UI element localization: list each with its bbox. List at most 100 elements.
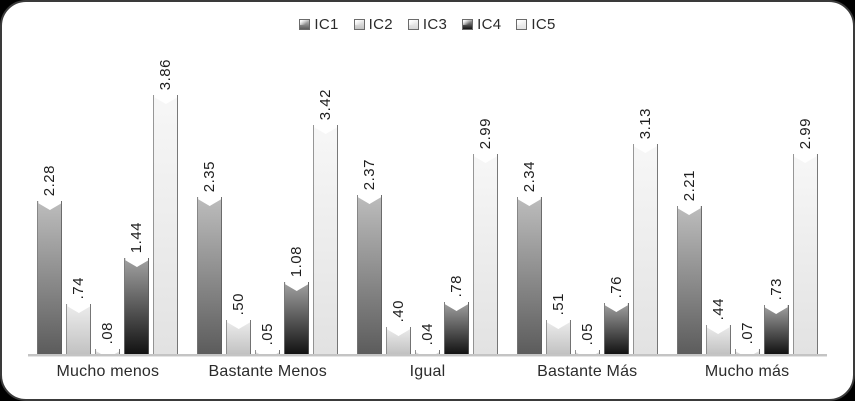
bar-group: 2.21 .44 .07 .73 2.99 bbox=[671, 118, 823, 354]
bar-item-ic3: .07 bbox=[734, 321, 760, 354]
legend-item-ic3: IC3 bbox=[407, 15, 448, 33]
bar-value-label: .07 bbox=[738, 321, 756, 344]
bar-item-ic4: 1.44 bbox=[124, 221, 150, 354]
bar-group: 2.35 .50 .05 1.08 3.42 bbox=[192, 89, 344, 354]
bar-ic1 bbox=[356, 195, 382, 354]
bar-value-label: 2.34 bbox=[520, 160, 538, 192]
category-label: Igual bbox=[409, 363, 446, 380]
bar-group: 2.37 .40 .04 .78 2.99 bbox=[351, 118, 503, 354]
bar-ic1 bbox=[516, 197, 542, 354]
bar-item-ic2: .50 bbox=[226, 292, 252, 354]
bar-item-ic4: .76 bbox=[603, 275, 629, 354]
bar-ic2 bbox=[545, 320, 571, 354]
bar-item-ic5: 2.99 bbox=[472, 117, 498, 354]
bar-item-ic5: 3.86 bbox=[153, 58, 179, 354]
bar-value-label: .05 bbox=[259, 322, 277, 345]
bar-value-label: .04 bbox=[418, 322, 436, 345]
bar-value-label: .08 bbox=[99, 321, 117, 344]
bar-value-label: .73 bbox=[767, 277, 785, 300]
bar-item-ic2: .44 bbox=[705, 297, 731, 354]
bar-ic5 bbox=[632, 144, 658, 354]
legend-item-ic2: IC2 bbox=[353, 15, 393, 33]
bar-item-ic2: .74 bbox=[66, 276, 92, 354]
bar-ic3 bbox=[255, 350, 281, 354]
bar-value-label: 2.99 bbox=[476, 117, 494, 149]
bar-value-label: .74 bbox=[70, 276, 88, 299]
bar-item-ic1: 2.28 bbox=[37, 164, 63, 354]
bar-value-label: .44 bbox=[709, 297, 727, 320]
category-label: Bastante Más bbox=[537, 363, 638, 380]
bar-value-label: 2.28 bbox=[41, 164, 59, 196]
bar-item-ic5: 3.13 bbox=[632, 107, 658, 354]
legend-item-ic4: IC4 bbox=[462, 16, 501, 33]
bar-value-label: .78 bbox=[447, 274, 465, 297]
bar-ic2 bbox=[226, 320, 252, 354]
bar-item-ic1: 2.37 bbox=[356, 159, 382, 354]
legend-item-label: IC1 bbox=[314, 15, 339, 33]
bar-value-label: 1.44 bbox=[128, 221, 146, 253]
bar-value-label: 3.42 bbox=[317, 88, 335, 120]
legend-item-ic1: IC1 bbox=[299, 16, 338, 33]
bar-value-label: 2.21 bbox=[680, 169, 698, 201]
legend-item-ic5: IC5 bbox=[516, 16, 555, 33]
bar-value-label: .76 bbox=[607, 275, 625, 298]
bar-value-label: .50 bbox=[230, 292, 248, 315]
bar-item-ic2: .51 bbox=[545, 292, 571, 354]
bar-ic3 bbox=[414, 350, 440, 354]
category-label: Bastante Menos bbox=[208, 363, 327, 380]
legend-marker-icon bbox=[462, 18, 474, 30]
bar-value-label: 1.08 bbox=[288, 245, 306, 277]
bar-item-ic1: 2.34 bbox=[516, 160, 542, 354]
bar-item-ic2: .40 bbox=[385, 299, 411, 354]
bar-ic1 bbox=[37, 201, 63, 354]
bar-item-ic1: 2.35 bbox=[197, 160, 223, 354]
legend-item-label: IC2 bbox=[368, 15, 393, 33]
bar-value-label: .05 bbox=[578, 322, 596, 345]
bar-groups: 2.28 .74 .08 1.44 3.86 2.35 .50 .05 1.08 3.42 2.37… bbox=[28, 36, 827, 354]
bar-ic5 bbox=[313, 125, 339, 354]
bar-item-ic3: .08 bbox=[95, 321, 121, 354]
legend-item-label: IC5 bbox=[531, 15, 556, 33]
bar-ic2 bbox=[66, 304, 92, 354]
chart-legend: IC1 IC2 IC3 IC4 IC5 bbox=[2, 2, 853, 34]
bar-ic5 bbox=[472, 154, 498, 354]
bar-group: 2.34 .51 .05 .76 3.13 bbox=[511, 108, 663, 354]
bar-ic5 bbox=[153, 95, 179, 354]
bar-item-ic4: .73 bbox=[763, 277, 789, 354]
bar-ic4 bbox=[603, 303, 629, 354]
bar-item-ic3: .04 bbox=[414, 322, 440, 354]
legend-marker-icon bbox=[299, 18, 311, 30]
bar-ic3 bbox=[574, 350, 600, 354]
bar-value-label: .51 bbox=[549, 292, 567, 315]
bar-value-label: 2.35 bbox=[201, 160, 219, 192]
bar-value-label: 2.99 bbox=[796, 117, 814, 149]
bar-chart: 2.28 .74 .08 1.44 3.86 2.35 .50 .05 1.08 3.42 2.37… bbox=[2, 36, 853, 381]
category-label: Mucho más bbox=[704, 363, 790, 380]
bar-item-ic3: .05 bbox=[255, 322, 281, 354]
bar-value-label: 3.86 bbox=[157, 58, 175, 90]
bar-item-ic4: 1.08 bbox=[284, 245, 310, 354]
bar-ic4 bbox=[763, 305, 789, 354]
bar-ic1 bbox=[197, 197, 223, 354]
bar-ic4 bbox=[284, 282, 310, 354]
bar-value-label: .40 bbox=[389, 299, 407, 322]
bar-value-label: 3.13 bbox=[636, 107, 654, 139]
bar-ic3 bbox=[734, 349, 760, 354]
x-axis-line bbox=[28, 354, 827, 356]
bar-item-ic4: .78 bbox=[443, 274, 469, 354]
legend-item-label: IC3 bbox=[422, 15, 448, 33]
bar-ic2 bbox=[385, 327, 411, 354]
legend-item-label: IC4 bbox=[477, 15, 502, 33]
bar-group: 2.28 .74 .08 1.44 3.86 bbox=[32, 59, 184, 354]
bar-item-ic5: 3.42 bbox=[313, 88, 339, 354]
legend-marker-icon bbox=[516, 18, 528, 30]
bar-item-ic1: 2.21 bbox=[676, 169, 702, 354]
legend-marker-icon bbox=[407, 18, 419, 30]
bar-ic4 bbox=[443, 302, 469, 354]
bar-ic5 bbox=[792, 154, 818, 354]
category-axis-labels: Mucho menos Bastante Menos Igual Bastante M… bbox=[28, 356, 827, 381]
bar-item-ic3: .05 bbox=[574, 322, 600, 354]
bar-ic3 bbox=[95, 349, 121, 354]
category-label: Mucho menos bbox=[56, 363, 160, 380]
